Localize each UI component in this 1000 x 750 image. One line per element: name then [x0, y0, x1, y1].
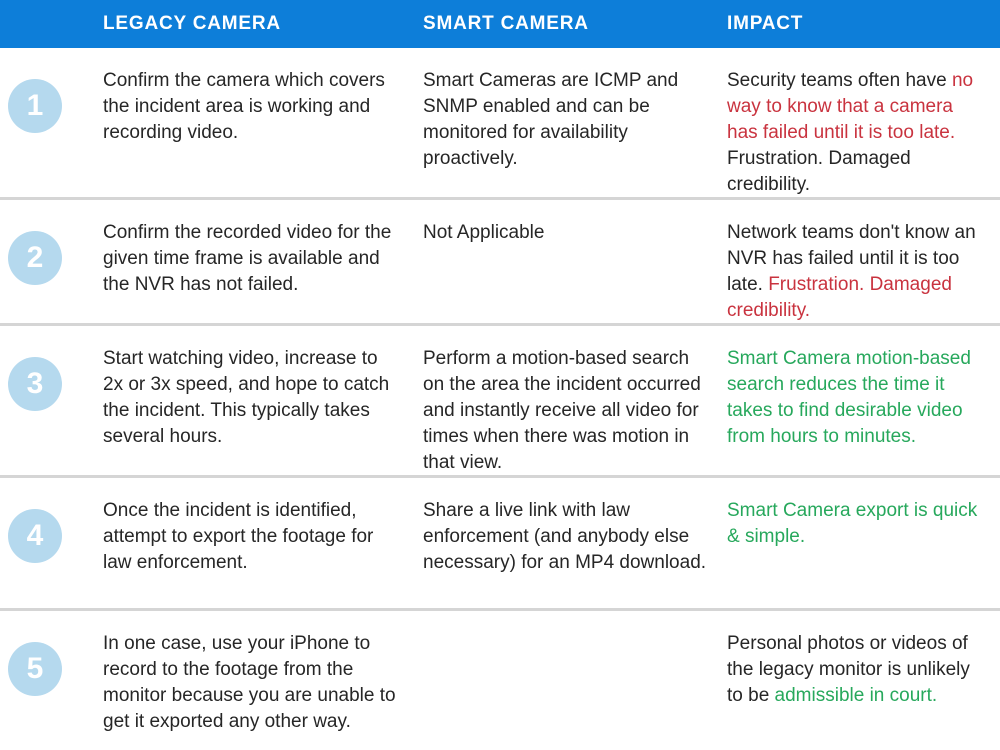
smart-camera-cell — [423, 611, 727, 750]
impact-cell: Network teams don't know an NVR has fail… — [727, 200, 1000, 323]
legacy-camera-cell: Start watching video, increase to 2x or … — [103, 326, 423, 475]
impact-cell: Personal photos or videos of the legacy … — [727, 611, 1000, 750]
text-segment-default: In one case, use your iPhone to record t… — [103, 633, 396, 732]
text-segment-default: Network teams don't know an NVR has fail… — [727, 221, 976, 295]
step-number-badge: 4 — [8, 509, 62, 563]
smart-camera-cell: Not Applicable — [423, 200, 727, 323]
text-segment-default: Share a live link with law enforcement (… — [423, 500, 707, 573]
text-segment-default: Personal photos or videos of the legacy … — [727, 633, 970, 706]
text-segment-default: Confirm the recorded video for the given… — [103, 221, 392, 295]
table-row: 1 Confirm the camera which covers the in… — [0, 48, 1000, 200]
table-row: 4 Once the incident is identified, attem… — [0, 478, 1000, 611]
text-segment-red: no way to know that a camera has failed … — [727, 70, 974, 143]
row-number-cell: 1 — [0, 48, 103, 197]
text-segment-default: Not Applicable — [423, 221, 545, 243]
text-segment-green: admissible in court. — [774, 685, 938, 706]
row-number-cell: 2 — [0, 200, 103, 323]
impact-cell: Smart Camera export is quick & simple. — [727, 478, 1000, 608]
table-row: 3 Start watching video, increase to 2x o… — [0, 326, 1000, 478]
table-header: LEGACY CAMERA SMART CAMERA IMPACT — [0, 0, 1000, 48]
text-segment-default: Perform a motion-based search on the are… — [423, 348, 701, 474]
step-number-badge: 3 — [8, 357, 62, 412]
text-segment-green: Smart Camera motion-based search reduces… — [727, 348, 971, 448]
header-smart-camera-label: SMART CAMERA — [423, 13, 589, 34]
row-number-cell: 3 — [0, 326, 103, 475]
text-segment-default: Security teams often have — [727, 70, 952, 91]
step-number-badge: 2 — [8, 230, 62, 285]
row-number-cell: 4 — [0, 478, 103, 608]
text-segment-default: Start watching video, increase to 2x or … — [103, 348, 390, 448]
header-legacy-camera-label: LEGACY CAMERA — [103, 13, 281, 34]
table-row: 2 Confirm the recorded video for the giv… — [0, 200, 1000, 327]
legacy-camera-cell: Confirm the camera which covers the inci… — [103, 48, 423, 197]
legacy-camera-cell: In one case, use your iPhone to record t… — [103, 611, 423, 750]
text-segment-default: Confirm the camera which covers the inci… — [103, 70, 385, 143]
smart-camera-cell: Smart Cameras are ICMP and SNMP enabled … — [423, 48, 727, 197]
text-segment-red: Frustration. Damaged credibility. — [727, 273, 952, 321]
step-number-badge: 5 — [8, 642, 62, 696]
legacy-camera-cell: Confirm the recorded video for the given… — [103, 200, 423, 323]
legacy-camera-cell: Once the incident is identified, attempt… — [103, 478, 423, 608]
impact-cell: Security teams often have no way to know… — [727, 48, 1000, 197]
text-segment-green: Smart Camera export is quick & simple. — [727, 500, 978, 547]
step-number-badge: 1 — [8, 79, 62, 133]
impact-cell: Smart Camera motion-based search reduces… — [727, 326, 1000, 475]
smart-camera-cell: Share a live link with law enforcement (… — [423, 478, 727, 608]
text-segment-default: Smart Cameras are ICMP and SNMP enabled … — [423, 70, 679, 169]
row-number-cell: 5 — [0, 611, 103, 750]
text-segment-default: Frustration. Damaged credibility. — [727, 148, 911, 195]
text-segment-default: Once the incident is identified, attempt… — [103, 500, 374, 573]
table-row: 5 In one case, use your iPhone to record… — [0, 611, 1000, 750]
header-impact-label: IMPACT — [727, 13, 804, 34]
smart-camera-cell: Perform a motion-based search on the are… — [423, 326, 727, 475]
